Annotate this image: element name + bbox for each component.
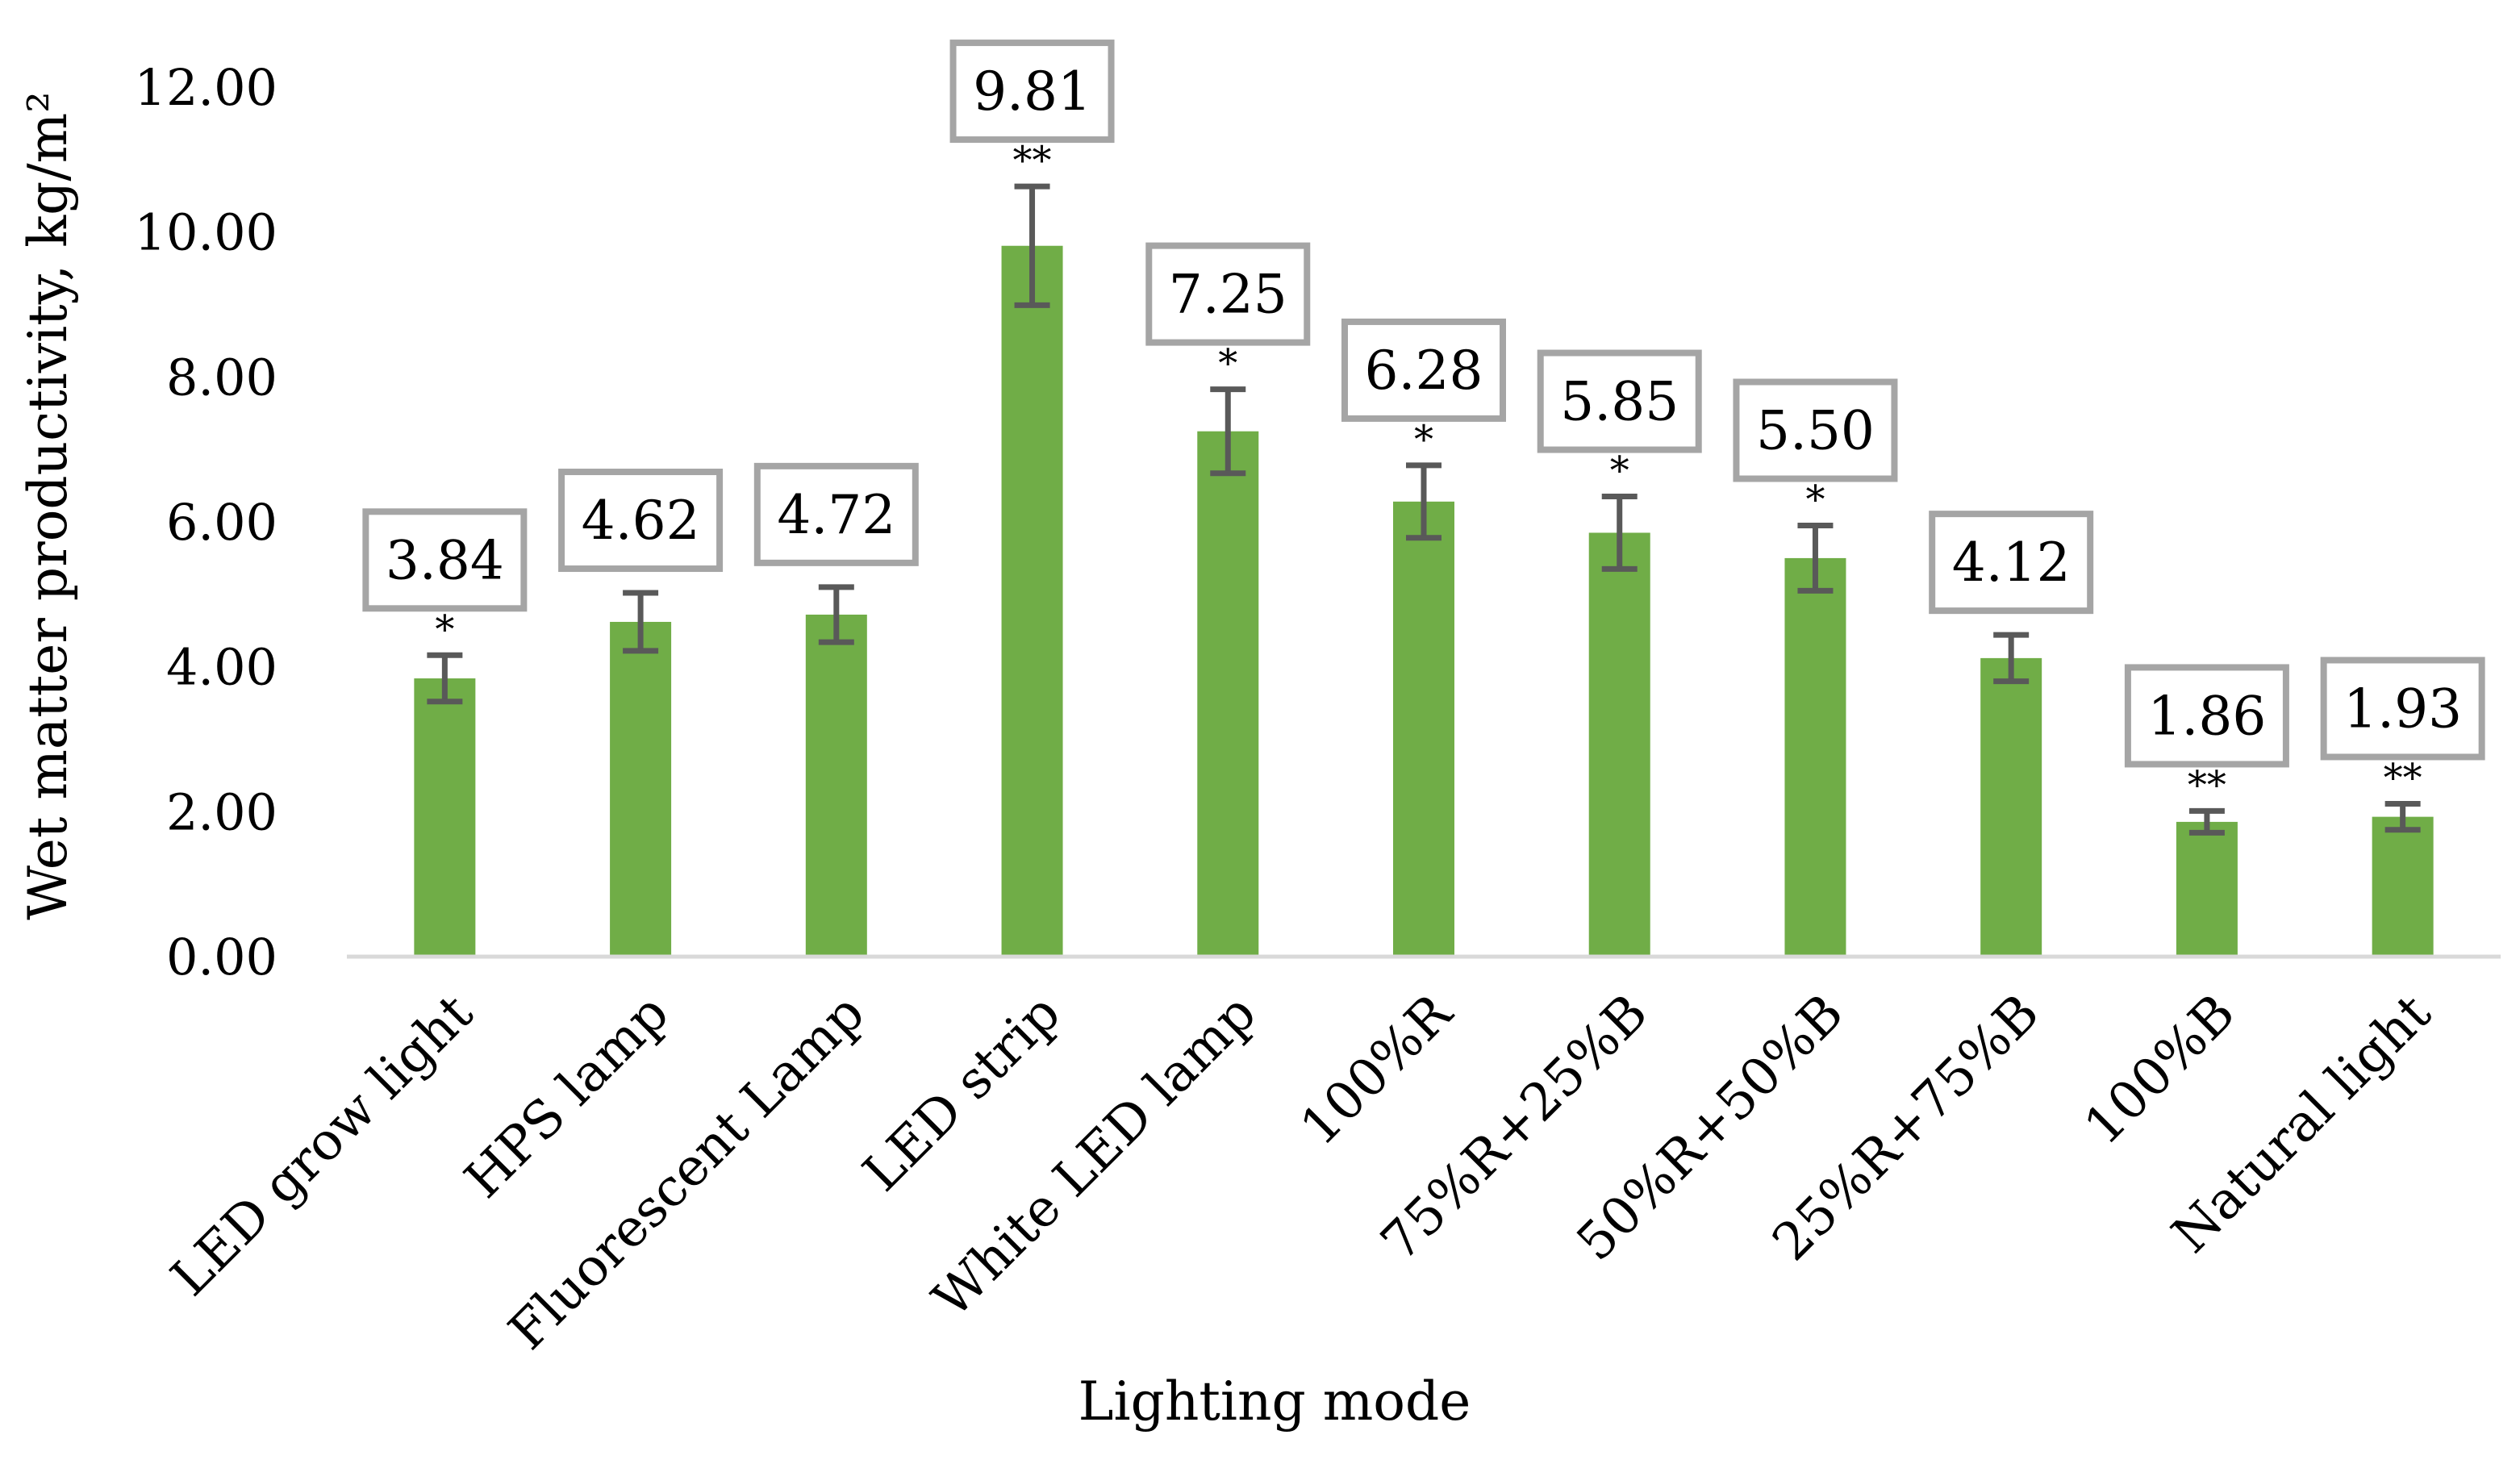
- data-label-box: [1537, 349, 1702, 453]
- data-label-box: [753, 462, 919, 566]
- x-tick-label: LED grow light: [160, 983, 484, 1308]
- x-tick-label: 100%B: [2073, 983, 2247, 1157]
- significance-marker: **: [2188, 762, 2226, 807]
- data-label: 5.85: [1537, 349, 1702, 453]
- significance-marker: *: [1414, 417, 1433, 462]
- error-bar: [818, 584, 854, 645]
- data-label: 3.84: [362, 508, 528, 612]
- data-label-text: 5.85: [1560, 371, 1679, 433]
- y-tick-label: 8.00: [166, 348, 277, 407]
- data-label: 9.81: [949, 40, 1115, 144]
- significance-marker: **: [1013, 138, 1052, 183]
- bar: [414, 678, 476, 957]
- data-label-text: 1.93: [2343, 678, 2462, 740]
- data-label-box: [1929, 511, 2094, 615]
- data-label-box: [1341, 318, 1506, 422]
- x-axis-title: Lighting mode: [1079, 1370, 1471, 1433]
- data-label-text: 5.50: [1756, 399, 1875, 461]
- error-bar: [1014, 183, 1050, 308]
- data-label-box: [362, 508, 528, 612]
- bars-group: [414, 245, 2434, 957]
- y-axis-ticks: 0.00 2.00 4.00 6.00 8.00 10.00 12.00: [135, 58, 278, 986]
- error-bar: [1210, 386, 1246, 477]
- data-label-box: [949, 40, 1115, 144]
- bar: [2176, 821, 2238, 957]
- bar: [610, 621, 672, 957]
- data-label-box: [2124, 664, 2289, 768]
- data-labels-group: 3.84 4.62 4.72 9.81 7.25 6.28 5.85 5.50 4.12 1.86…: [362, 40, 2485, 768]
- x-tick-label: Fluorescent Lamp: [498, 983, 876, 1362]
- data-label-box: [1733, 378, 1898, 482]
- data-label-box: [1145, 242, 1311, 346]
- data-label-text: 4.12: [1952, 532, 2071, 594]
- x-tick-label: 100%R: [1290, 982, 1465, 1157]
- y-tick-label: 4.00: [166, 638, 277, 697]
- data-label: 4.62: [558, 469, 724, 573]
- error-bar: [1406, 462, 1441, 541]
- data-label-text: 1.86: [2147, 685, 2266, 747]
- data-label: 6.28: [1341, 318, 1506, 422]
- data-label: 5.50: [1733, 378, 1898, 482]
- data-label-text: 3.84: [386, 529, 504, 591]
- error-bar: [623, 590, 659, 654]
- bar: [1393, 501, 1454, 957]
- x-tick-label: White LED lamp: [922, 983, 1268, 1329]
- data-label-text: 4.72: [777, 484, 895, 546]
- y-tick-label: 10.00: [135, 203, 278, 262]
- bar: [1197, 431, 1259, 957]
- bar: [1980, 657, 2042, 957]
- data-label-text: 9.81: [973, 60, 1091, 123]
- significance-marker: **: [2384, 755, 2422, 800]
- bar: [1588, 532, 1650, 957]
- data-label-box: [558, 469, 724, 573]
- bar: [2372, 816, 2434, 957]
- data-label-box: [2320, 657, 2485, 761]
- bar: [805, 614, 867, 957]
- y-tick-label: 0.00: [166, 928, 277, 986]
- significance-marker: *: [435, 607, 454, 652]
- y-tick-label: 12.00: [135, 58, 278, 117]
- data-label: 1.86: [2124, 664, 2289, 768]
- y-axis-title: Wet matter productivity, kg/m²: [17, 91, 79, 920]
- data-label-text: 7.25: [1169, 264, 1287, 326]
- error-bar: [2188, 807, 2225, 836]
- bar: [1784, 557, 1846, 957]
- error-bar: [427, 652, 463, 705]
- bar: [1001, 245, 1063, 957]
- y-tick-label: 2.00: [166, 782, 277, 841]
- data-label-text: 4.62: [582, 490, 700, 552]
- data-label: 4.12: [1929, 511, 2094, 615]
- significance-marker: *: [1218, 341, 1237, 386]
- data-label-text: 6.28: [1365, 340, 1483, 402]
- data-label: 7.25: [1145, 242, 1311, 346]
- significance-markers-group: ********* **: [435, 138, 2422, 807]
- error-bar: [1601, 494, 1638, 572]
- significance-marker: *: [1805, 477, 1825, 522]
- significance-marker: *: [1610, 448, 1629, 494]
- data-label: 4.72: [753, 462, 919, 566]
- error-bar: [1797, 522, 1834, 594]
- error-bar: [2384, 800, 2421, 833]
- error-bar: [1993, 632, 2030, 685]
- y-tick-label: 6.00: [166, 493, 277, 552]
- error-bars-group: [427, 183, 2421, 836]
- data-label: 1.93: [2320, 657, 2485, 761]
